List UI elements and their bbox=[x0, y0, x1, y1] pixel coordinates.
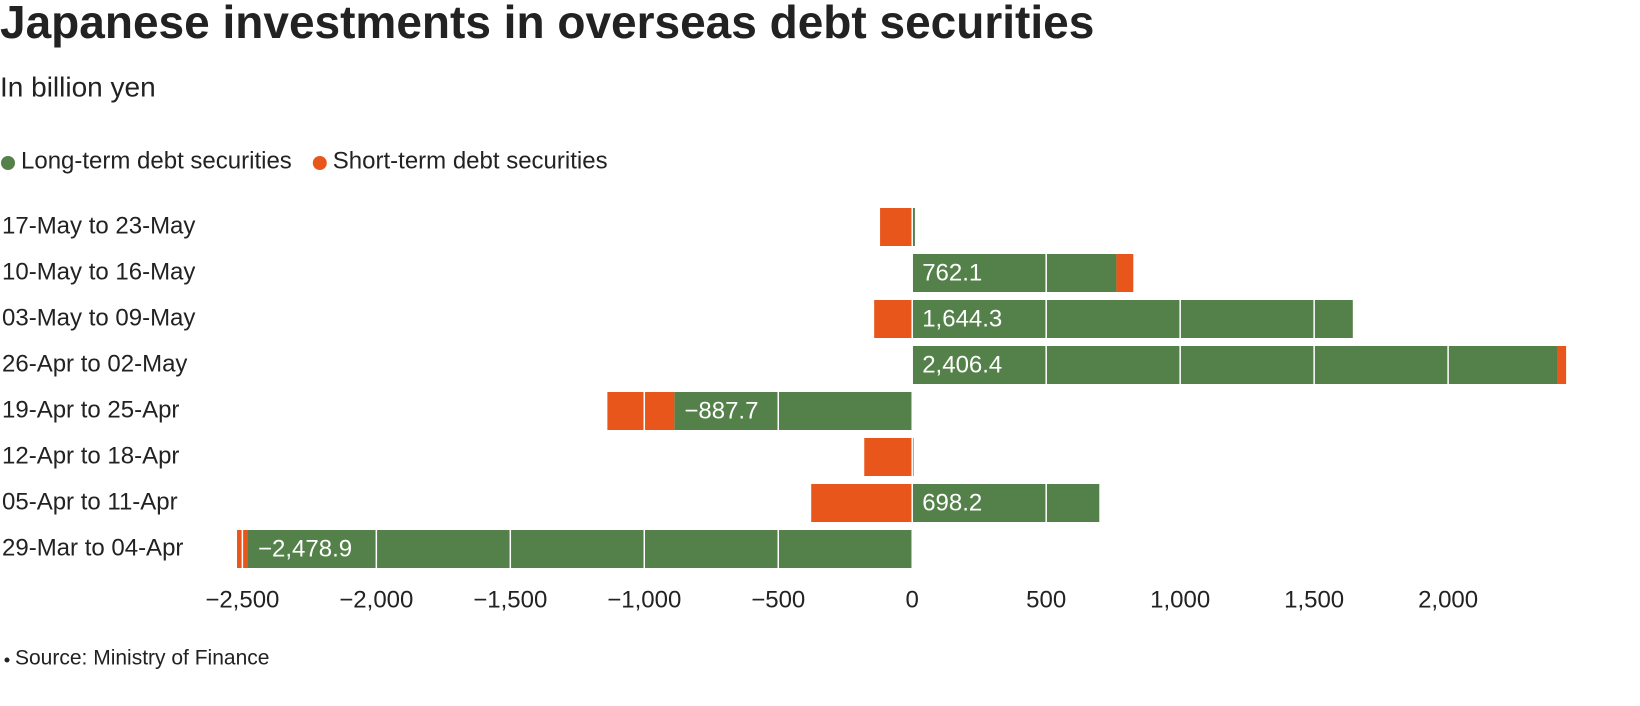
bar bbox=[880, 208, 913, 246]
category-label: 12-Apr to 18-Apr bbox=[2, 442, 179, 469]
bar bbox=[912, 254, 1117, 292]
x-tick-label: 1,500 bbox=[1284, 586, 1344, 613]
x-tick-label: −1,000 bbox=[607, 586, 681, 613]
bar bbox=[607, 392, 675, 430]
bar bbox=[912, 300, 1353, 338]
category-label: 17-May to 23-May bbox=[2, 212, 195, 239]
legend-swatch bbox=[1, 156, 15, 170]
data-label: −2,478.9 bbox=[258, 535, 352, 562]
x-tick-label: −500 bbox=[751, 586, 805, 613]
source-bullet bbox=[4, 657, 10, 663]
category-label: 19-Apr to 25-Apr bbox=[2, 396, 179, 423]
x-tick-label: 0 bbox=[906, 586, 919, 613]
x-tick-label: −2,500 bbox=[205, 586, 279, 613]
chart-title: Japanese investments in overseas debt se… bbox=[0, 0, 1094, 48]
category-label: 29-Mar to 04-Apr bbox=[2, 534, 183, 561]
bar bbox=[1116, 254, 1134, 292]
data-label: 762.1 bbox=[922, 259, 982, 286]
x-tick-label: −2,000 bbox=[339, 586, 413, 613]
x-tick-label: −1,500 bbox=[473, 586, 547, 613]
chart-subtitle: In billion yen bbox=[0, 71, 156, 102]
bar bbox=[874, 300, 913, 338]
x-tick-label: 2,000 bbox=[1418, 586, 1478, 613]
data-label: 2,406.4 bbox=[922, 351, 1002, 378]
legend-swatch bbox=[312, 156, 327, 170]
data-label: −887.7 bbox=[684, 397, 758, 424]
bar bbox=[811, 484, 913, 522]
source: Source: Ministry of Finance bbox=[15, 647, 269, 670]
x-tick-label: 500 bbox=[1026, 586, 1066, 613]
bar bbox=[248, 530, 913, 568]
data-label: 698.2 bbox=[922, 489, 982, 516]
bar bbox=[674, 392, 913, 430]
category-label: 03-May to 09-May bbox=[2, 304, 195, 331]
bar bbox=[912, 208, 915, 246]
legend-label: Long-term debt securities bbox=[21, 147, 292, 174]
bar bbox=[1556, 346, 1567, 384]
data-label: 1,644.3 bbox=[922, 305, 1002, 332]
bar bbox=[864, 438, 913, 476]
x-tick-label: 1,000 bbox=[1150, 586, 1210, 613]
legend-label: Short-term debt securities bbox=[333, 147, 608, 174]
category-label: 05-Apr to 11-Apr bbox=[2, 488, 178, 515]
bar bbox=[912, 484, 1100, 522]
bar bbox=[912, 346, 1557, 384]
category-label: 10-May to 16-May bbox=[2, 258, 195, 285]
category-label: 26-Apr to 02-May bbox=[2, 350, 187, 377]
